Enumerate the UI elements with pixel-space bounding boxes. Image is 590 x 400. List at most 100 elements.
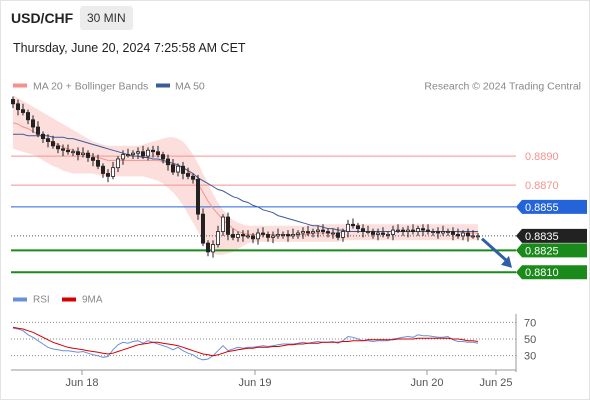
candle: [170, 158, 175, 175]
candle: [425, 224, 430, 235]
rsi-tick-30: 30: [524, 351, 536, 363]
candle: [91, 153, 96, 167]
candle: [145, 147, 150, 161]
candle-body: [405, 229, 410, 232]
rsi-panel: RSI 9MA 70 50 30: [11, 295, 536, 363]
candle-body: [470, 235, 475, 238]
candle: [325, 228, 330, 238]
rsi-tick-50: 50: [524, 334, 536, 346]
candle: [15, 99, 20, 116]
candle: [46, 134, 51, 148]
candle: [195, 174, 200, 220]
candle-body: [160, 154, 165, 160]
level-tag-0-8810: [516, 265, 587, 280]
candle-body: [240, 234, 245, 237]
candle-body: [420, 228, 425, 231]
candle-body: [440, 231, 445, 234]
candle-body: [300, 231, 305, 234]
ma20-legend-label: MA 20 + Bollinger Bands: [33, 81, 148, 93]
candle-body: [235, 234, 240, 238]
candle-body: [275, 234, 280, 237]
candle-body: [335, 232, 340, 238]
level-label-0-8890: 0.8890: [525, 151, 559, 163]
candle: [215, 225, 220, 248]
candle: [290, 228, 295, 239]
candle: [405, 225, 410, 238]
level-tag-0-8855: [516, 199, 587, 214]
candle: [380, 227, 385, 238]
candle-body: [126, 154, 131, 157]
candle-body: [400, 229, 405, 232]
level-label-0-8825: 0.8825: [525, 245, 559, 257]
candle: [345, 219, 350, 238]
rsi-ma-legend-swatch: [62, 297, 76, 302]
candle: [245, 230, 250, 239]
candle: [255, 228, 260, 245]
level-label-0-8810: 0.8810: [525, 267, 559, 279]
candle: [121, 150, 126, 165]
candle-body: [91, 157, 96, 161]
candle-body: [225, 216, 230, 235]
candle: [460, 230, 465, 241]
candle: [275, 228, 280, 239]
candle-body: [475, 235, 480, 238]
candle-body: [135, 151, 140, 154]
candle-body: [355, 225, 360, 230]
candle: [395, 224, 400, 233]
candle: [200, 208, 205, 247]
candle-body: [325, 231, 330, 234]
candle-body: [165, 158, 170, 166]
candle-body: [270, 235, 275, 238]
candle-body: [76, 151, 81, 156]
candle: [20, 103, 25, 116]
candle: [106, 169, 111, 183]
candle-body: [155, 151, 160, 156]
candle: [310, 228, 315, 238]
candle: [56, 143, 61, 154]
candle-body: [66, 149, 71, 153]
candle: [280, 231, 285, 239]
candle-body: [25, 112, 30, 121]
candle: [330, 228, 335, 239]
candle-body: [340, 231, 345, 238]
interval-button[interactable]: 30 MIN: [80, 6, 133, 30]
candle-body: [175, 165, 180, 173]
candle-body: [96, 160, 101, 167]
candle: [470, 230, 475, 239]
candle-body: [200, 213, 205, 244]
time-axis: Jun 18 Jun 19 Jun 20 Jun 25: [11, 314, 517, 389]
candle: [10, 96, 15, 109]
credit-label: Research © 2024 Trading Central: [424, 81, 581, 93]
candle-body: [365, 231, 370, 233]
candle: [130, 150, 135, 159]
candle-body: [81, 152, 86, 156]
candle: [111, 161, 116, 180]
candle-body: [15, 103, 20, 111]
candle: [370, 228, 375, 239]
candle: [410, 224, 415, 235]
time-tick-label: Jun 18: [65, 377, 98, 389]
candle: [455, 228, 460, 239]
candle-body: [305, 231, 310, 234]
ma50-legend-label: MA 50: [175, 81, 205, 93]
candle-body: [116, 158, 121, 169]
level-label-0-8855: 0.8855: [525, 202, 559, 214]
forecast-arrow-shaft: [481, 237, 509, 263]
candle: [140, 145, 145, 159]
candle-body: [145, 149, 150, 157]
candle-body: [455, 234, 460, 237]
ma20-legend-swatch: [13, 83, 27, 88]
candle-body: [310, 231, 315, 234]
candle-body: [285, 234, 290, 237]
price-panel: 0.8890 0.8870 0.8855 0.8835 0.8825 0.8810: [10, 95, 587, 280]
candle-body: [465, 232, 470, 237]
candle-body: [71, 151, 76, 154]
candle: [71, 148, 76, 157]
candle: [185, 167, 190, 180]
candle: [180, 161, 185, 180]
candle-body: [245, 235, 250, 238]
candle: [295, 230, 300, 239]
time-tick-label: Jun 20: [410, 377, 443, 389]
candle-body: [20, 109, 25, 113]
